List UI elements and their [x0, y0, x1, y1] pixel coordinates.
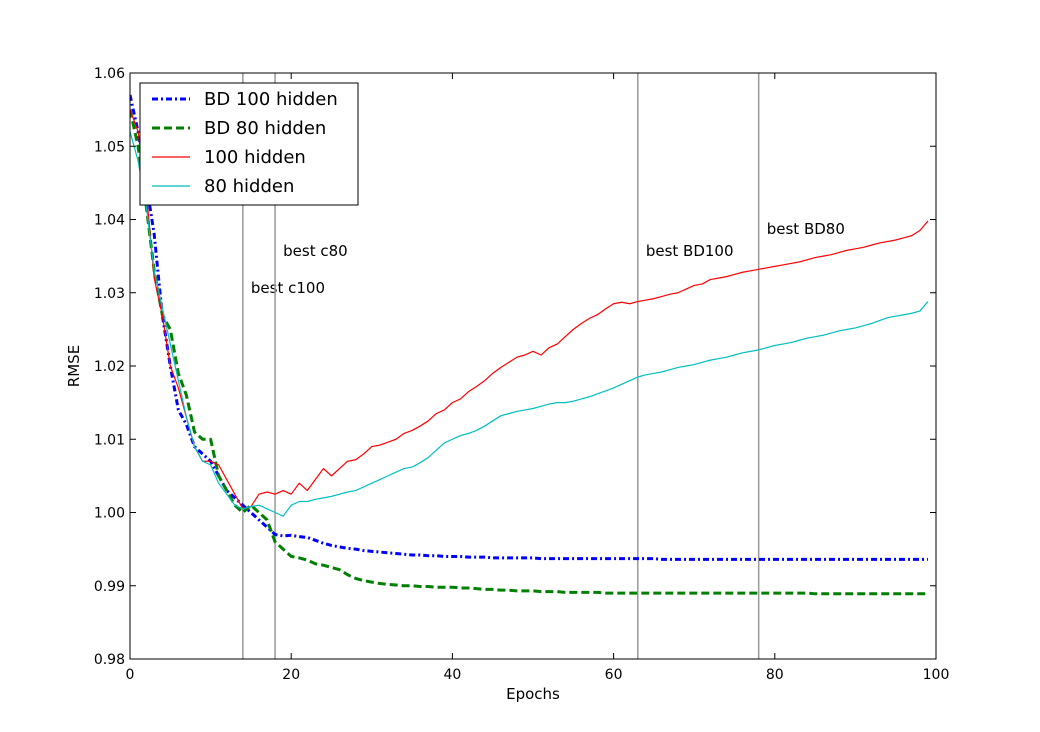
legend-label-2: 100 hidden — [204, 147, 306, 168]
y-tick-label-5: 1.03 — [94, 286, 125, 302]
x-tick-label-4: 80 — [766, 667, 784, 683]
y-tick-label-2: 1.00 — [94, 506, 125, 522]
legend-label-0: BD 100 hidden — [204, 89, 338, 110]
x-tick-label-2: 40 — [443, 667, 461, 683]
x-tick-label-3: 60 — [605, 667, 623, 683]
y-tick-label-3: 1.01 — [94, 432, 125, 448]
y-tick-label-8: 1.06 — [94, 66, 125, 82]
legend-label-1: BD 80 hidden — [204, 118, 326, 139]
vline-annotation-0: best c100 — [251, 279, 325, 297]
vline-annotation-1: best c80 — [283, 242, 348, 260]
series-line-0 — [130, 94, 928, 561]
series-line-1 — [130, 109, 928, 596]
y-tick-label-0: 0.98 — [94, 652, 125, 668]
axis-ticks: 0 20 40 60 80 100 0.98 0.99 1.00 1.01 1.02 1.03 1.04… — [94, 66, 950, 683]
x-tick-label-5: 100 — [923, 667, 950, 683]
y-tick-label-1: 0.99 — [94, 579, 125, 595]
vline-annotation-3: best BD80 — [767, 220, 845, 238]
vline-annotation-2: best BD100 — [646, 242, 734, 260]
x-tick-label-0: 0 — [126, 667, 135, 683]
legend: BD 100 hidden BD 80 hidden 100 hidden 80 hi… — [139, 82, 359, 206]
legend-label-3: 80 hidden — [204, 176, 294, 197]
series-line-3 — [130, 131, 929, 517]
series-lines — [130, 94, 929, 596]
y-tick-label-6: 1.04 — [94, 213, 125, 229]
vertical-markers: best c100 best c80 best BD100 best BD80 — [242, 73, 845, 659]
x-axis-label: Epochs — [506, 685, 560, 703]
y-tick-label-7: 1.05 — [94, 139, 125, 155]
legend-box — [139, 82, 359, 206]
y-tick-label-4: 1.02 — [94, 359, 125, 375]
x-tick-label-1: 20 — [282, 667, 300, 683]
y-axis-label: RMSE — [65, 345, 83, 387]
series-line-2 — [130, 109, 929, 510]
